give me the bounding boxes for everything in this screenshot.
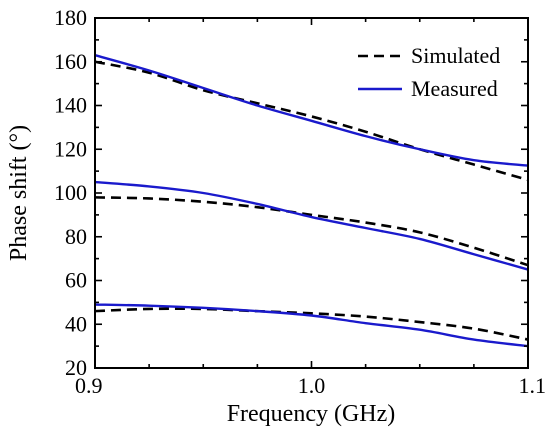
x-axis-title: Frequency (GHz) xyxy=(227,401,396,427)
x-tick-label: 1.1 xyxy=(519,373,547,398)
y-tick-label: 120 xyxy=(54,136,87,161)
tick-labels: 20 40 60 80 100 120 140 160 180 0.9 1.0 1.1 xyxy=(54,5,546,398)
y-tick-label: 140 xyxy=(54,93,87,118)
series-line-simulated-3 xyxy=(94,307,529,341)
y-tick-label: 80 xyxy=(65,224,87,249)
ticks xyxy=(94,17,529,369)
legend-label-simulated: Simulated xyxy=(411,43,500,68)
series-line-measured-2 xyxy=(94,180,529,271)
series-line-simulated-2 xyxy=(94,196,529,267)
y-tick-label: 60 xyxy=(65,268,87,293)
plot-lines xyxy=(94,54,529,348)
y-tick-label: 100 xyxy=(54,180,87,205)
y-tick-label: 20 xyxy=(65,355,87,380)
y-tick-label: 160 xyxy=(54,49,87,74)
series-line-measured-3 xyxy=(94,303,529,348)
legend: Simulated Measured xyxy=(358,43,500,101)
y-tick-label: 180 xyxy=(54,5,87,30)
y-tick-label: 40 xyxy=(65,311,87,336)
x-tick-label: 0.9 xyxy=(75,373,103,398)
series-line-simulated-1 xyxy=(94,60,529,182)
legend-label-measured: Measured xyxy=(411,76,498,101)
series-line-measured-1 xyxy=(94,54,529,167)
y-axis-title: Phase shift (°) xyxy=(6,125,32,261)
x-tick-label: 1.0 xyxy=(298,373,326,398)
